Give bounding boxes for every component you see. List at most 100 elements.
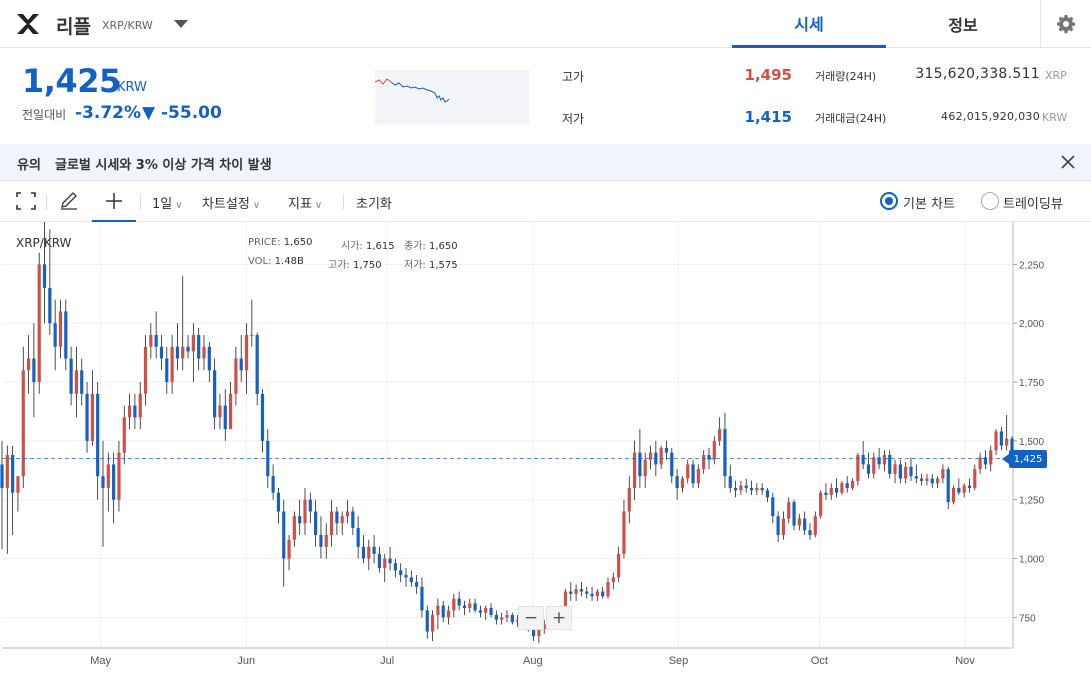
tradingview-label[interactable]: 트레이딩뷰 [1003, 197, 1063, 212]
candle-body [446, 610, 451, 618]
interval-dropdown[interactable]: 1일 ∨ [152, 193, 183, 212]
crosshair-button[interactable] [92, 181, 136, 222]
high-value: 1,495 [744, 66, 792, 84]
candle-body [882, 455, 887, 465]
indicators-dropdown[interactable]: 지표 ∨ [288, 193, 322, 212]
candle-body [377, 553, 382, 568]
candle-body [648, 452, 653, 460]
candle-body [829, 487, 833, 496]
candle-body [611, 577, 615, 583]
candle-body [659, 447, 663, 465]
candle-body [85, 393, 89, 441]
candle-body [234, 358, 238, 394]
candle-body [218, 405, 222, 418]
candle-body [127, 405, 132, 418]
candle-body [298, 516, 302, 524]
fullscreen-icon[interactable] [15, 191, 37, 211]
candle-body [632, 452, 637, 488]
amount-value: 462,015,920,030 [941, 110, 1040, 123]
candle-body [866, 464, 871, 474]
close-icon[interactable] [1058, 152, 1078, 172]
candle-body [420, 586, 424, 611]
candle-body [537, 629, 541, 637]
reset-button[interactable]: 초기화 [356, 197, 392, 212]
candle-body [244, 334, 249, 371]
candle-body [329, 511, 334, 536]
ohlc-price: PRICE: 1,650 [248, 237, 312, 248]
candlestick-chart[interactable]: 750 1,000 1,250 1,500 1,750 2,000 2,250 May Jun J… [0, 222, 1091, 679]
candle-body [771, 497, 775, 517]
candle-body [351, 511, 355, 528]
candle-body [106, 464, 110, 488]
chevron-down-icon: ∨ [252, 200, 261, 211]
candle-body [223, 405, 227, 430]
candle-body [755, 487, 759, 491]
basic-chart-radio[interactable] [880, 192, 898, 210]
candle-body [361, 546, 366, 559]
candle-body [1005, 438, 1009, 446]
candle-body [888, 455, 892, 474]
chart-pair-label: XRP/KRW [16, 236, 72, 250]
ohlc-price-value: 1,650 [283, 237, 313, 248]
candle-body [840, 483, 844, 493]
candle-body [951, 487, 956, 503]
volume-unit: XRP [1045, 69, 1067, 82]
chart-settings-label: 차트설정 [202, 197, 250, 212]
compare-label: 전일대비 [22, 108, 67, 122]
candle-body [622, 511, 626, 554]
settings-button[interactable] [1040, 0, 1091, 48]
candle-body [138, 393, 142, 418]
zoom-in-button[interactable]: + [546, 606, 572, 630]
candle-body [0, 464, 4, 488]
interval-label: 1일 [152, 197, 173, 212]
candle-body [606, 582, 610, 597]
candle-body [898, 464, 902, 479]
candle-body [37, 264, 41, 383]
notice-title: 유의 [17, 158, 41, 173]
candle-body [314, 511, 318, 536]
candle-body [255, 334, 259, 394]
tab-price[interactable]: 시세 [732, 0, 886, 48]
candle-body [696, 469, 700, 484]
crosshair-icon [106, 193, 122, 209]
chevron-down-icon: ∨ [314, 200, 323, 211]
tradingview-radio[interactable] [981, 192, 999, 210]
candle-body [808, 530, 812, 536]
chevron-down-icon[interactable] [172, 17, 190, 31]
change-amount: ▼ -55.00 [142, 103, 222, 123]
price-summary: 1,425 KRW 전일대비 -3.72% ▼ -55.00 고가 1,495 … [0, 48, 1091, 144]
candle-body [175, 346, 180, 359]
candle-body [122, 417, 126, 453]
candle-body [42, 264, 47, 288]
candle-body [11, 455, 15, 493]
candle-body [904, 466, 908, 479]
ohlc-open-value: 1,615 [365, 241, 395, 252]
candle-body [930, 478, 934, 484]
candle-body [505, 615, 509, 618]
basic-chart-label[interactable]: 기본 차트 [903, 197, 955, 212]
candle-body [202, 346, 206, 359]
candle-body [271, 476, 275, 493]
candle-body [340, 516, 344, 524]
candle-body [579, 589, 584, 592]
candle-body [452, 598, 456, 611]
tab-info[interactable]: 정보 [948, 16, 978, 35]
candle-body [510, 615, 514, 623]
candle-body [760, 487, 764, 491]
low-value: 1,415 [744, 108, 792, 126]
candle-body [58, 311, 63, 347]
zoom-out-button[interactable]: − [518, 606, 544, 630]
sparkline-chart [375, 70, 529, 125]
candle-body [872, 457, 876, 474]
candle-body [16, 476, 20, 493]
candle-body [80, 370, 84, 394]
candle-body [914, 476, 918, 479]
candle-body [430, 615, 435, 632]
chart-settings-dropdown[interactable]: 차트설정 ∨ [202, 193, 260, 212]
candle-body [207, 346, 211, 371]
candle-body [101, 476, 105, 488]
candle-body [282, 511, 286, 559]
pencil-icon[interactable] [58, 191, 80, 211]
candle-body [691, 464, 695, 484]
candle-body [574, 589, 578, 594]
